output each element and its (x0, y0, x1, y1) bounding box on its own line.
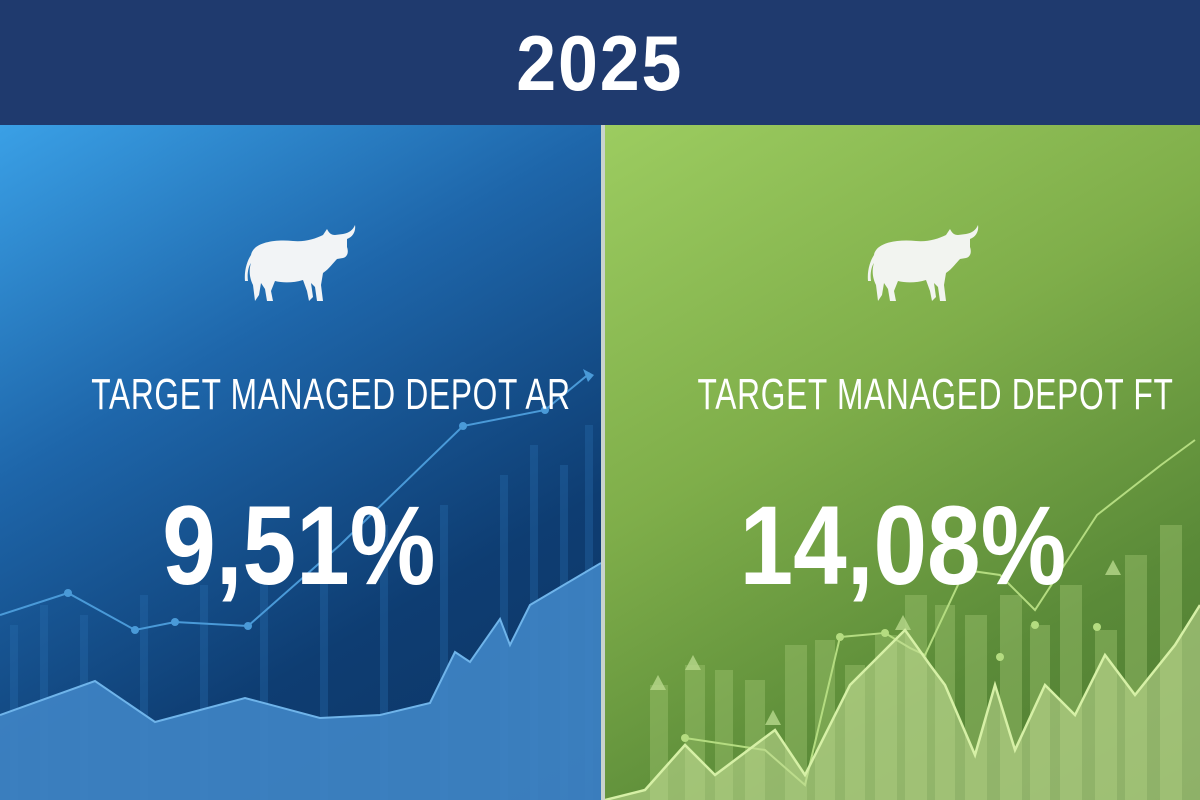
panel-title-text: TARGET MANAGED DEPOT AR (91, 370, 571, 419)
year-heading: 2025 (516, 18, 684, 107)
panel-ft: TARGET MANAGED DEPOT FT 14,08% (605, 125, 1200, 800)
panel-ar: TARGET MANAGED DEPOT AR 9,51% (0, 125, 601, 800)
panel-value-text: 14,08% (739, 483, 1066, 608)
panel-title: TARGET MANAGED DEPOT FT (605, 373, 1200, 417)
panel-title: TARGET MANAGED DEPOT AR (0, 373, 599, 417)
chart-background-decoration (605, 439, 1200, 800)
panel-value: 14,08% (605, 490, 1200, 602)
header-banner: 2025 (0, 0, 1200, 125)
panel-divider (601, 125, 605, 800)
panel-value-text: 9,51% (161, 483, 436, 608)
panel-title-text: TARGET MANAGED DEPOT FT (697, 370, 1174, 419)
panel-value: 9,51% (0, 490, 599, 602)
bull-icon (244, 225, 356, 301)
bull-icon (867, 225, 979, 301)
chart-background-decoration (0, 369, 601, 800)
